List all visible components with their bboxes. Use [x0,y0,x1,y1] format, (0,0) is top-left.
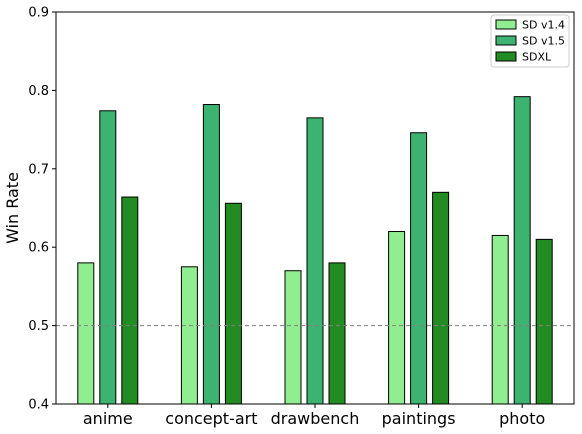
bar-sdxl-anime [121,196,139,405]
y-tick-label: 0.9 [28,6,49,21]
legend-label-sd-v1.4: SD v1.4 [522,19,565,32]
y-tick-label: 0.6 [28,241,49,256]
bar-sd-v1.5-concept-art [202,104,220,405]
bar-sd-v1.4-drawbench [284,270,302,405]
bar-sd-v1.5-drawbench [306,117,324,405]
bar-sd-v1.5-anime [99,110,117,405]
legend-label-sdxl: SDXL [522,51,552,64]
y-tick-label: 0.8 [28,84,49,99]
bar-sdxl-concept-art [224,202,242,405]
bars [77,96,553,405]
x-tick-label-drawbench: drawbench [271,409,360,428]
legend-swatch-sd-v1.4 [495,19,517,30]
bar-sdxl-photo [535,238,553,405]
x-tick-label-concept-art: concept-art [165,409,257,428]
x-axis: anime concept-art drawbench paintings photo [83,404,545,428]
y-axis-title: Win Rate [3,172,22,244]
y-tick-label: 0.7 [28,162,49,177]
y-axis: 0.4 0.5 0.6 0.7 0.8 0.9 [28,6,56,413]
bar-sdxl-paintings [432,191,450,405]
x-tick-label-anime: anime [83,409,133,428]
y-tick-label: 0.4 [28,398,49,413]
legend-swatch-sd-v1.5 [495,35,517,46]
bar-sdxl-drawbench [328,262,346,405]
legend: SD v1.4 SD v1.5 SDXL [490,14,570,68]
y-tick-label: 0.5 [28,319,49,334]
bar-sd-v1.4-photo [491,234,509,405]
bar-sd-v1.5-paintings [410,132,428,405]
bar-sd-v1.4-concept-art [180,266,198,405]
legend-label-sd-v1.5: SD v1.5 [522,35,565,48]
x-tick-label-paintings: paintings [382,409,456,428]
x-tick-label-photo: photo [499,409,545,428]
bar-sd-v1.5-photo [513,96,531,405]
bar-sd-v1.4-paintings [388,231,406,405]
bar-sd-v1.4-anime [77,262,95,405]
legend-swatch-sdxl [495,51,517,62]
